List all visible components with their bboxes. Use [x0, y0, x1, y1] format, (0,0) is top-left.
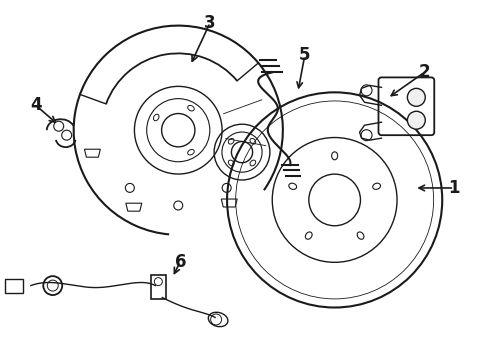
- Circle shape: [407, 88, 425, 106]
- Circle shape: [407, 111, 425, 129]
- Text: 1: 1: [448, 179, 460, 197]
- Text: 6: 6: [174, 253, 186, 271]
- Text: 2: 2: [418, 63, 430, 81]
- Text: 4: 4: [30, 96, 42, 114]
- Text: 3: 3: [204, 14, 216, 32]
- Text: 5: 5: [299, 46, 311, 64]
